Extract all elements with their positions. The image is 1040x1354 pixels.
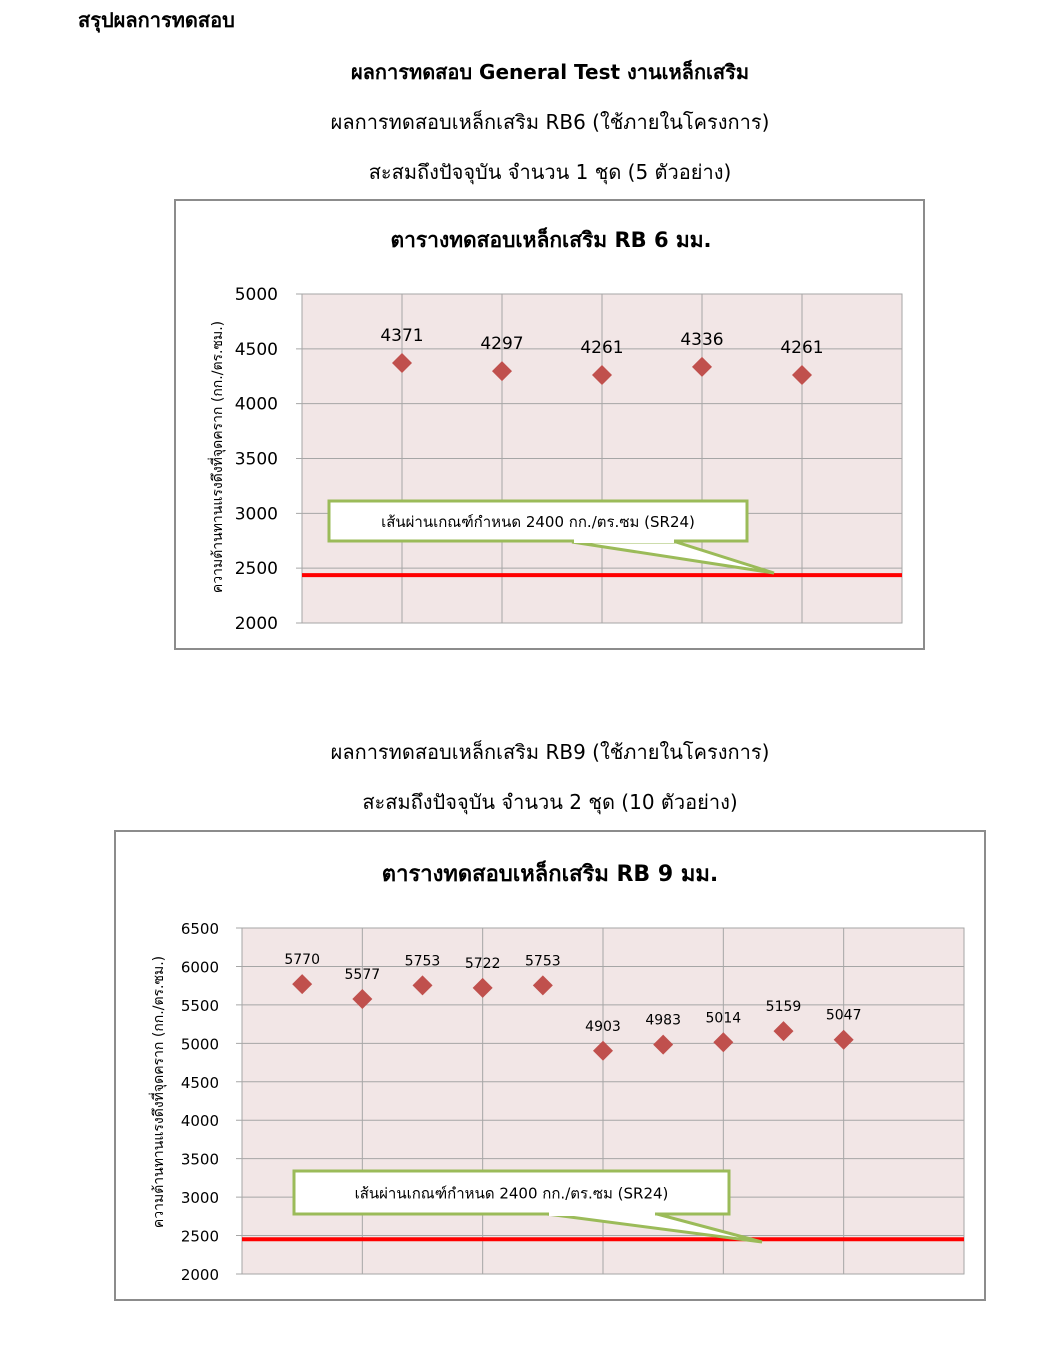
y-tick-label: 4000 <box>235 395 278 415</box>
rb6-count: สะสมถึงปัจจุบัน จำนวน 1 ชุด (5 ตัวอย่าง) <box>368 160 732 184</box>
data-point <box>292 974 313 995</box>
callout-joint <box>549 1211 655 1216</box>
data-point <box>792 365 812 386</box>
rb6-chart-frame: ตารางทดสอบเหล็กเสริม RB 6 มม. ความต้านทา… <box>174 199 925 650</box>
data-point <box>392 352 412 373</box>
data-label: 5014 <box>706 1010 742 1026</box>
data-point <box>692 356 712 377</box>
data-label: 5753 <box>405 953 441 969</box>
data-point <box>532 975 553 996</box>
rb9-subtitle: ผลการทดสอบเหล็กเสริม RB9 (ใช้ภายในโครงกา… <box>330 740 770 764</box>
y-axis-label: ความต้านทานแรงดึงที่จุดคราก (กก./ตร.ซม.) <box>208 321 226 593</box>
y-tick-label: 3000 <box>181 1189 219 1207</box>
y-tick-label: 5000 <box>235 285 278 305</box>
data-label: 5770 <box>284 952 320 968</box>
data-point <box>653 1034 674 1055</box>
y-tick-label: 3500 <box>181 1151 219 1169</box>
threshold-label: เส้นผ่านเกณฑ์กำหนด 2400 กก./ตร.ซม (SR24) <box>355 1185 669 1203</box>
data-point <box>352 988 373 1009</box>
y-tick-label: 2000 <box>235 614 278 634</box>
data-point <box>773 1021 794 1042</box>
data-point <box>592 365 612 386</box>
data-point <box>833 1029 854 1050</box>
y-tick-label: 3500 <box>235 450 278 470</box>
data-label: 5722 <box>465 956 501 972</box>
data-point <box>713 1032 734 1053</box>
data-point <box>593 1040 613 1061</box>
summary-heading: สรุปผลการทดสอบ <box>78 8 235 32</box>
data-point <box>492 361 512 382</box>
y-tick-label: 4500 <box>235 340 278 360</box>
data-label: 4261 <box>780 338 823 358</box>
y-tick-label: 2500 <box>235 559 278 579</box>
data-label: 4371 <box>380 326 423 346</box>
data-label: 5159 <box>766 999 802 1015</box>
threshold-callout <box>327 499 749 543</box>
data-label: 5047 <box>826 1008 862 1024</box>
data-point <box>472 977 493 998</box>
y-tick-label: 3000 <box>235 504 278 524</box>
rb9-chart: ตารางทดสอบเหล็กเสริม RB 9 มม. ความต้านทา… <box>149 859 965 1284</box>
y-tick-label: 6500 <box>181 920 219 938</box>
rb9-chart-frame: ตารางทดสอบเหล็กเสริม RB 9 มม. ความต้านทา… <box>114 830 986 1301</box>
y-tick-label: 2500 <box>181 1228 219 1246</box>
y-tick-label: 5500 <box>181 997 219 1015</box>
data-label: 4903 <box>585 1019 621 1035</box>
y-tick-label: 6000 <box>181 958 219 976</box>
data-label: 4261 <box>580 338 623 358</box>
rb6-subtitle: ผลการทดสอบเหล็กเสริม RB6 (ใช้ภายในโครงกา… <box>330 110 770 134</box>
y-tick-label: 4000 <box>181 1112 219 1130</box>
section-title: ผลการทดสอบ General Test งานเหล็กเสริม <box>350 60 750 84</box>
data-label: 4297 <box>480 334 523 354</box>
y-tick-label: 4500 <box>181 1074 219 1092</box>
data-label: 4336 <box>680 330 723 350</box>
data-label: 4983 <box>645 1013 681 1029</box>
threshold-callout <box>292 1169 731 1216</box>
threshold-label: เส้นผ่านเกณฑ์กำหนด 2400 กก./ตร.ซม (SR24) <box>381 513 695 531</box>
chart-title: ตารางทดสอบเหล็กเสริม RB 6 มม. <box>390 226 711 252</box>
rb9-count: สะสมถึงปัจจุบัน จำนวน 2 ชุด (10 ตัวอย่าง… <box>362 790 738 814</box>
data-point <box>412 975 433 996</box>
data-label: 5753 <box>525 953 561 969</box>
y-axis-label: ความต้านทานแรงดึงที่จุดคราก (กก./ตร.ซม.) <box>149 956 167 1228</box>
callout-joint <box>574 538 674 543</box>
y-tick-label: 2000 <box>181 1266 219 1284</box>
chart-title: ตารางทดสอบเหล็กเสริม RB 9 มม. <box>382 859 718 887</box>
rb6-chart: ตารางทดสอบเหล็กเสริม RB 6 มม. ความต้านทา… <box>208 226 903 634</box>
data-label: 5577 <box>345 967 381 983</box>
y-tick-label: 5000 <box>181 1035 219 1053</box>
